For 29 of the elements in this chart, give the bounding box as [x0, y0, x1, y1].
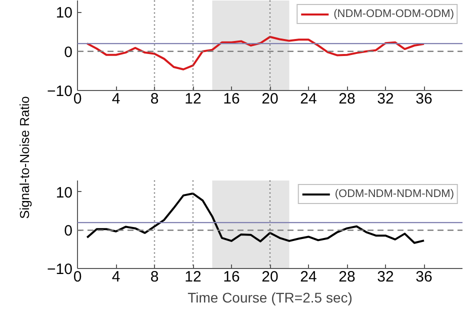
x-tick-label: 20: [262, 90, 278, 108]
legend-label: (ODM-NDM-NDM-NDM): [334, 188, 454, 200]
x-tick-label: 16: [223, 268, 240, 286]
y-tick-label: 10: [56, 184, 73, 202]
x-tick-label: 32: [377, 268, 394, 286]
x-tick-label: 12: [184, 268, 202, 286]
y-tick-label: 0: [64, 44, 72, 61]
x-tick-label: 8: [150, 268, 159, 286]
x-tick-label: 16: [223, 90, 240, 108]
y-tick-label: 0: [64, 222, 72, 240]
x-tick-label: 28: [338, 268, 356, 286]
x-tick-label: 4: [112, 90, 120, 108]
x-tick-label: 32: [377, 90, 394, 108]
y-tick-label: 10: [56, 4, 73, 22]
y-tick-label: −10: [47, 83, 73, 100]
x-tick-label: 12: [184, 90, 202, 108]
legend-label: (NDM-ODM-ODM-ODM): [334, 8, 454, 20]
x-tick-label: 4: [112, 268, 120, 286]
x-tick-label: 20: [262, 268, 278, 286]
x-tick-label: 24: [300, 268, 317, 286]
y-tick-label: −10: [47, 261, 73, 278]
line-series: [86, 36, 425, 70]
x-axis-title: Time Course (TR=2.5 sec): [188, 290, 352, 306]
x-tick-label: 36: [416, 90, 432, 108]
x-tick-label: 8: [150, 90, 159, 108]
x-tick-label: 24: [300, 90, 317, 108]
x-tick-label: 36: [416, 268, 432, 286]
y-axis-title: Signal-to-Noise Ratio: [17, 96, 32, 219]
x-tick-label: 28: [338, 90, 356, 108]
